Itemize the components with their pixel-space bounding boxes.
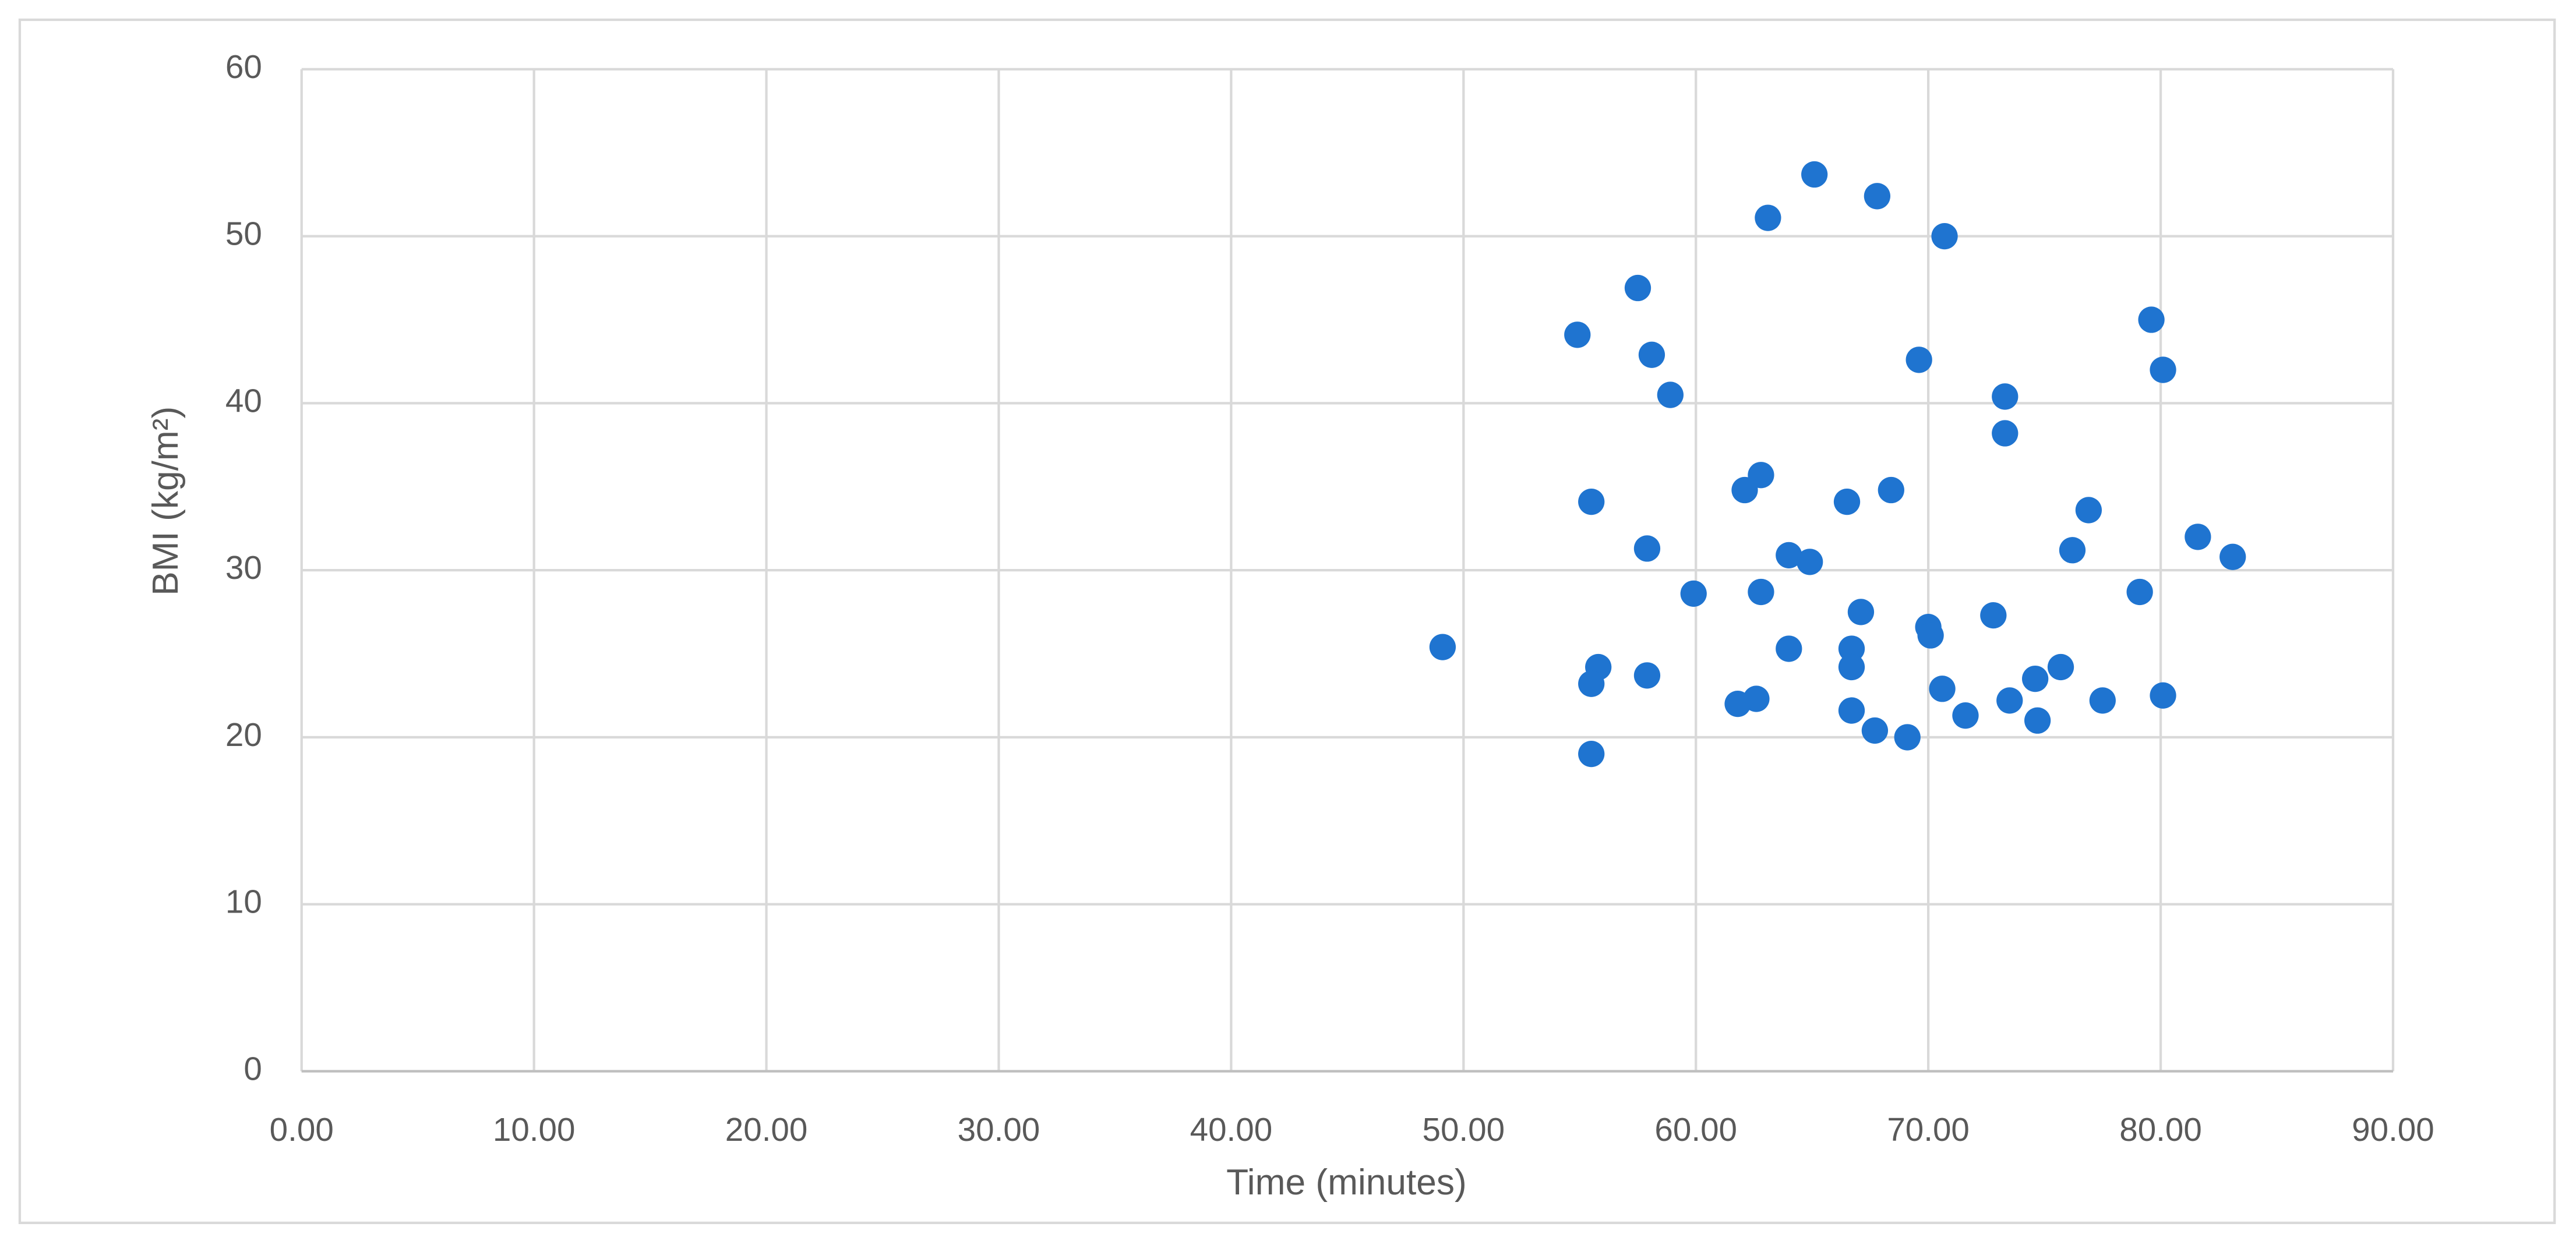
y-tick-label: 60	[225, 48, 262, 85]
point	[2075, 497, 2102, 524]
y-tick-label: 10	[225, 883, 262, 920]
point	[1929, 676, 1956, 702]
point	[1838, 697, 1865, 724]
point	[1996, 687, 2023, 714]
point	[2138, 306, 2165, 333]
point	[1633, 535, 1661, 562]
point	[1578, 670, 1605, 697]
point	[1755, 204, 1781, 231]
x-tick-label: 50.00	[1423, 1111, 1505, 1148]
point	[1838, 653, 1865, 681]
point	[1847, 599, 1875, 625]
x-tick-label: 20.00	[725, 1111, 808, 1148]
x-tick-label: 30.00	[958, 1111, 1040, 1148]
point	[2150, 356, 2176, 383]
point	[1776, 635, 1802, 662]
x-tick-label: 0.00	[270, 1111, 334, 1148]
y-tick-label: 20	[225, 716, 262, 753]
point	[1952, 702, 1979, 729]
point	[1992, 420, 2019, 447]
point	[1797, 549, 1823, 575]
point	[1878, 476, 1904, 504]
point	[2185, 524, 2211, 550]
point	[2089, 687, 2116, 714]
point	[1633, 662, 1661, 689]
point	[1801, 161, 1828, 188]
point	[1992, 383, 2019, 410]
point	[2126, 578, 2153, 606]
point	[1917, 622, 1944, 649]
x-tick-label: 90.00	[2352, 1111, 2434, 1148]
x-axis-title: Time (minutes)	[1226, 1162, 1467, 1203]
point	[1748, 578, 1774, 606]
point	[1776, 542, 1802, 569]
point	[2150, 682, 2176, 709]
point	[1578, 488, 1605, 515]
x-tick-label: 10.00	[493, 1111, 576, 1148]
point	[1578, 740, 1605, 768]
point	[1429, 634, 1456, 660]
y-tick-label: 50	[225, 215, 262, 252]
y-tick-label: 40	[225, 382, 262, 419]
point	[1905, 347, 1932, 373]
point	[2024, 707, 2051, 734]
x-tick-label: 80.00	[2119, 1111, 2202, 1148]
point	[1638, 341, 1665, 368]
y-axis-title: BMI (kg/m²)	[146, 406, 186, 596]
point	[1864, 183, 1891, 210]
point	[1980, 602, 2007, 629]
point	[1833, 488, 1861, 515]
point	[1724, 690, 1751, 717]
chart-frame	[18, 18, 2556, 1224]
point	[1748, 462, 1774, 489]
point	[1624, 274, 1652, 302]
point	[2059, 537, 2086, 564]
point	[1564, 321, 1591, 348]
point	[1680, 580, 1707, 607]
point	[1838, 635, 1865, 662]
point	[1894, 724, 1921, 751]
x-tick-label: 70.00	[1887, 1111, 1970, 1148]
y-tick-label: 0	[244, 1050, 262, 1087]
x-tick-label: 60.00	[1654, 1111, 1737, 1148]
x-tick-label: 40.00	[1190, 1111, 1273, 1148]
point	[1931, 222, 1958, 250]
point	[1657, 381, 1684, 408]
point	[2022, 665, 2049, 692]
point	[1861, 717, 1889, 744]
point	[2047, 653, 2074, 681]
y-tick-label: 30	[225, 549, 262, 586]
point	[2219, 543, 2246, 570]
